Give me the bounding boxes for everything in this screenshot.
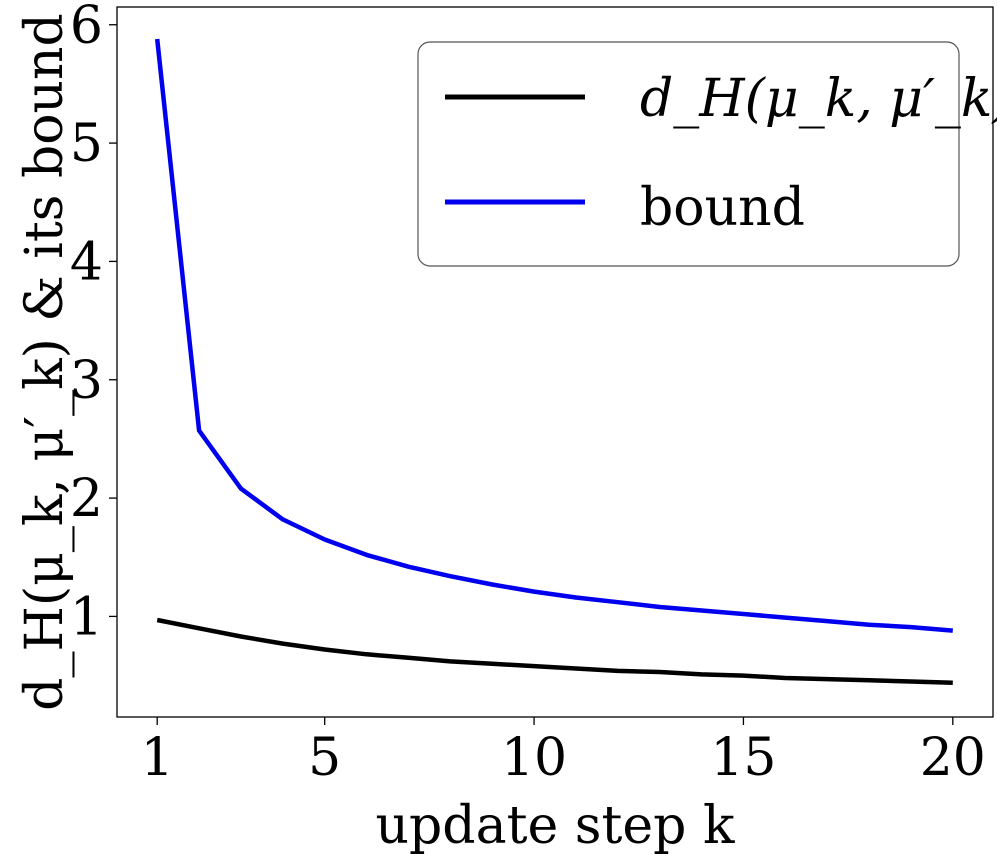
x-tick-label: 5 — [308, 728, 341, 788]
legend-label-bound: bound — [640, 178, 805, 238]
y-tick-label: 6 — [70, 0, 103, 56]
y-tick-label: 1 — [70, 587, 103, 647]
x-tick-label: 20 — [920, 728, 986, 788]
y-tick-label: 5 — [70, 114, 103, 174]
x-tick-label: 10 — [501, 728, 567, 788]
x-axis-label: update step k — [376, 796, 735, 854]
legend: d_H(μ_k, μ′_k) bound — [417, 41, 997, 267]
y-tick-label: 4 — [70, 232, 103, 292]
legend-label-dh: d_H(μ_k, μ′_k) — [640, 69, 997, 129]
y-axis-ticks: 1 2 3 4 5 6 — [70, 0, 117, 647]
series-line-dh — [156, 617, 953, 685]
series-layer — [154, 38, 953, 685]
y-tick-label: 3 — [70, 351, 103, 411]
x-axis-ticks: 1 5 10 15 20 — [141, 717, 986, 788]
x-tick-label: 1 — [141, 728, 174, 788]
series-line-bound — [154, 38, 953, 633]
y-tick-label: 2 — [70, 469, 103, 529]
y-axis-label: d_H(μ_k, μ′_k) & its bound — [15, 13, 75, 711]
x-tick-label: 15 — [710, 728, 776, 788]
